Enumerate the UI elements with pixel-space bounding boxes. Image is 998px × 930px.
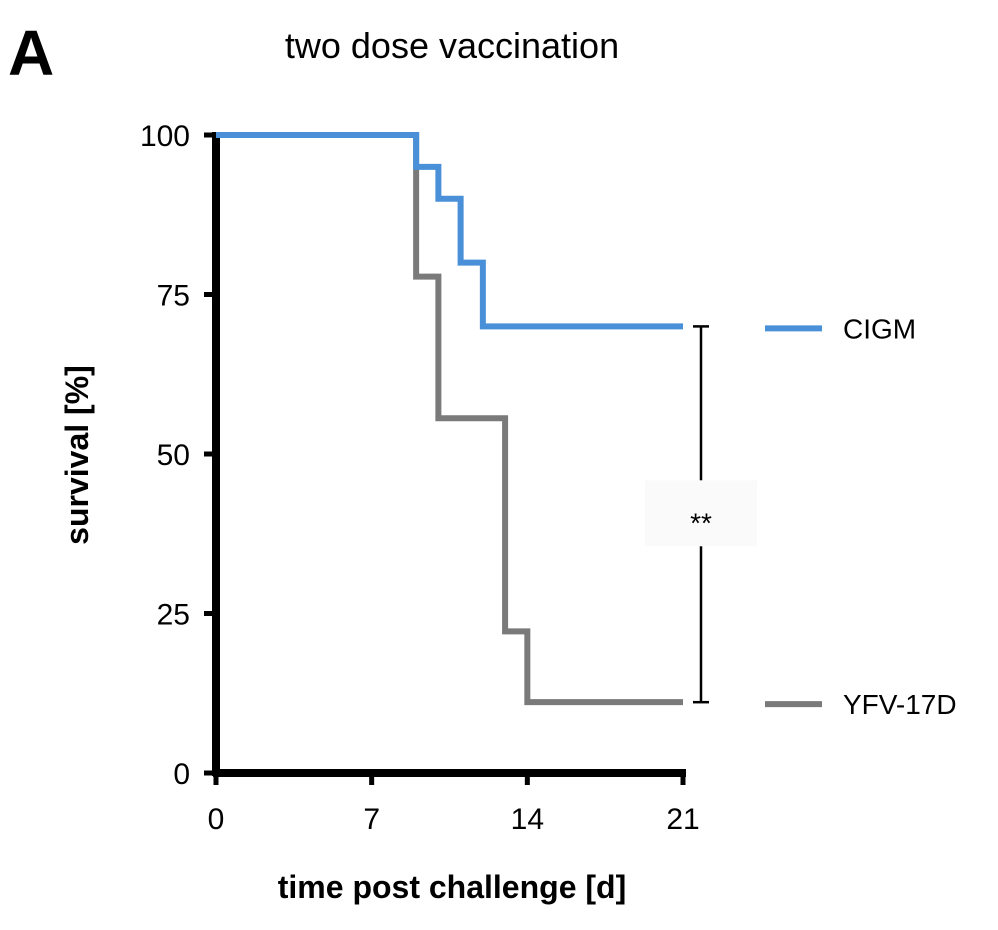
legend: CIGM YFV-17D — [765, 313, 957, 720]
legend-label-yfv-17d: YFV-17D — [843, 689, 957, 720]
x-tick-label: 14 — [511, 803, 544, 836]
annotations: ** — [645, 325, 757, 704]
y-tick-label: 25 — [157, 599, 190, 632]
y-tick-label: 0 — [173, 758, 190, 791]
y-tick-label: 100 — [140, 120, 190, 153]
y-tick-label: 50 — [157, 439, 190, 472]
significance-label-bg — [645, 480, 757, 547]
y-tick-label: 75 — [157, 280, 190, 313]
significance-label: ** — [690, 507, 712, 538]
x-tick-label: 21 — [666, 803, 699, 836]
panel-label: A — [8, 17, 54, 89]
y-axis-title: survival [%] — [59, 365, 95, 545]
legend-label-cigm: CIGM — [843, 313, 916, 344]
chart-title: two dose vaccination — [285, 25, 619, 66]
plot-area: 0 25 50 75 100 0 7 14 21 — [140, 120, 700, 836]
series-line-cigm — [216, 132, 683, 330]
x-tick-label: 0 — [208, 803, 225, 836]
x-tick-label: 7 — [363, 803, 380, 836]
x-axis-title: time post challenge [d] — [278, 869, 626, 905]
series-line-yfv-17d — [216, 132, 683, 706]
